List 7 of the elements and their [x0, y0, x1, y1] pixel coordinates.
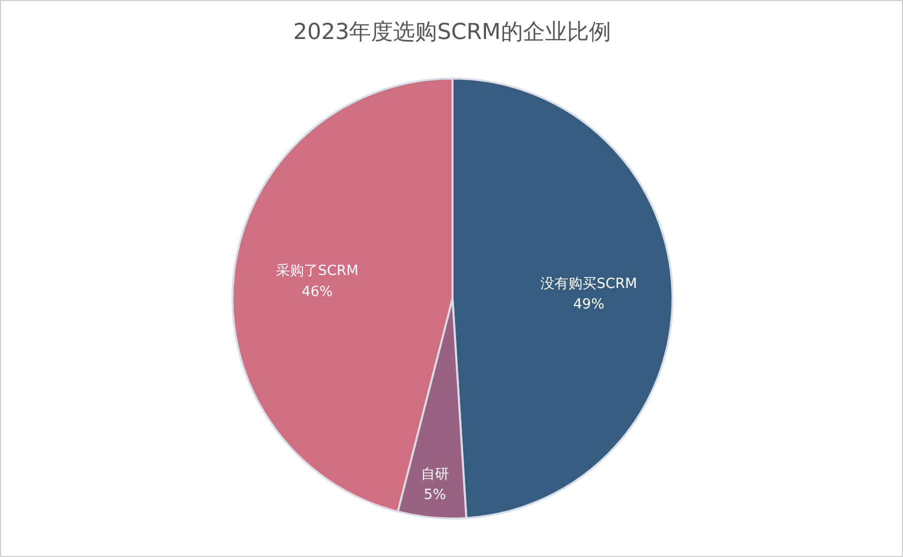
- data-label: 5%: [424, 487, 446, 504]
- slice-label: 自研: [420, 466, 449, 482]
- chart-title: 2023年度选购SCRM的企业比例: [293, 20, 611, 45]
- slice-label: 没有购买SCRM: [540, 276, 638, 292]
- data-label: 46%: [302, 284, 333, 300]
- slice-label: 采购了SCRM: [276, 263, 358, 280]
- data-label: 49%: [573, 296, 604, 313]
